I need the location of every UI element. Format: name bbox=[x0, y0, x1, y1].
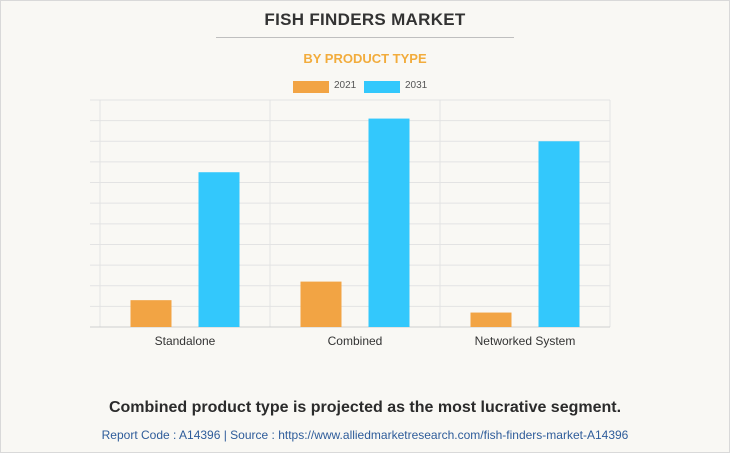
x-tick-label: Networked System bbox=[475, 334, 576, 348]
chart-title: FISH FINDERS MARKET bbox=[264, 10, 466, 29]
x-tick-label: Standalone bbox=[155, 334, 216, 348]
chart-subtitle: BY PRODUCT TYPE bbox=[303, 51, 427, 66]
source-line: Report Code : A14396 | Source : https://… bbox=[101, 428, 629, 442]
bar-2021-standalone bbox=[130, 300, 172, 327]
bar-2031-combined bbox=[368, 118, 410, 327]
legend-swatch-2031 bbox=[364, 81, 400, 93]
bar-2021-networked-system bbox=[470, 312, 512, 327]
legend-swatch-2021 bbox=[293, 81, 329, 93]
legend-label-2031: 2031 bbox=[405, 80, 428, 91]
legend: 2021 2031 bbox=[0, 79, 730, 95]
chart-caption: Combined product type is projected as th… bbox=[108, 399, 622, 416]
title-divider bbox=[216, 37, 514, 38]
bar-2021-combined bbox=[300, 281, 342, 327]
x-tick-label: Combined bbox=[328, 334, 383, 348]
legend-label-2021: 2021 bbox=[334, 80, 357, 91]
bar-2031-networked-system bbox=[538, 141, 580, 327]
bar-2031-standalone bbox=[198, 172, 240, 327]
